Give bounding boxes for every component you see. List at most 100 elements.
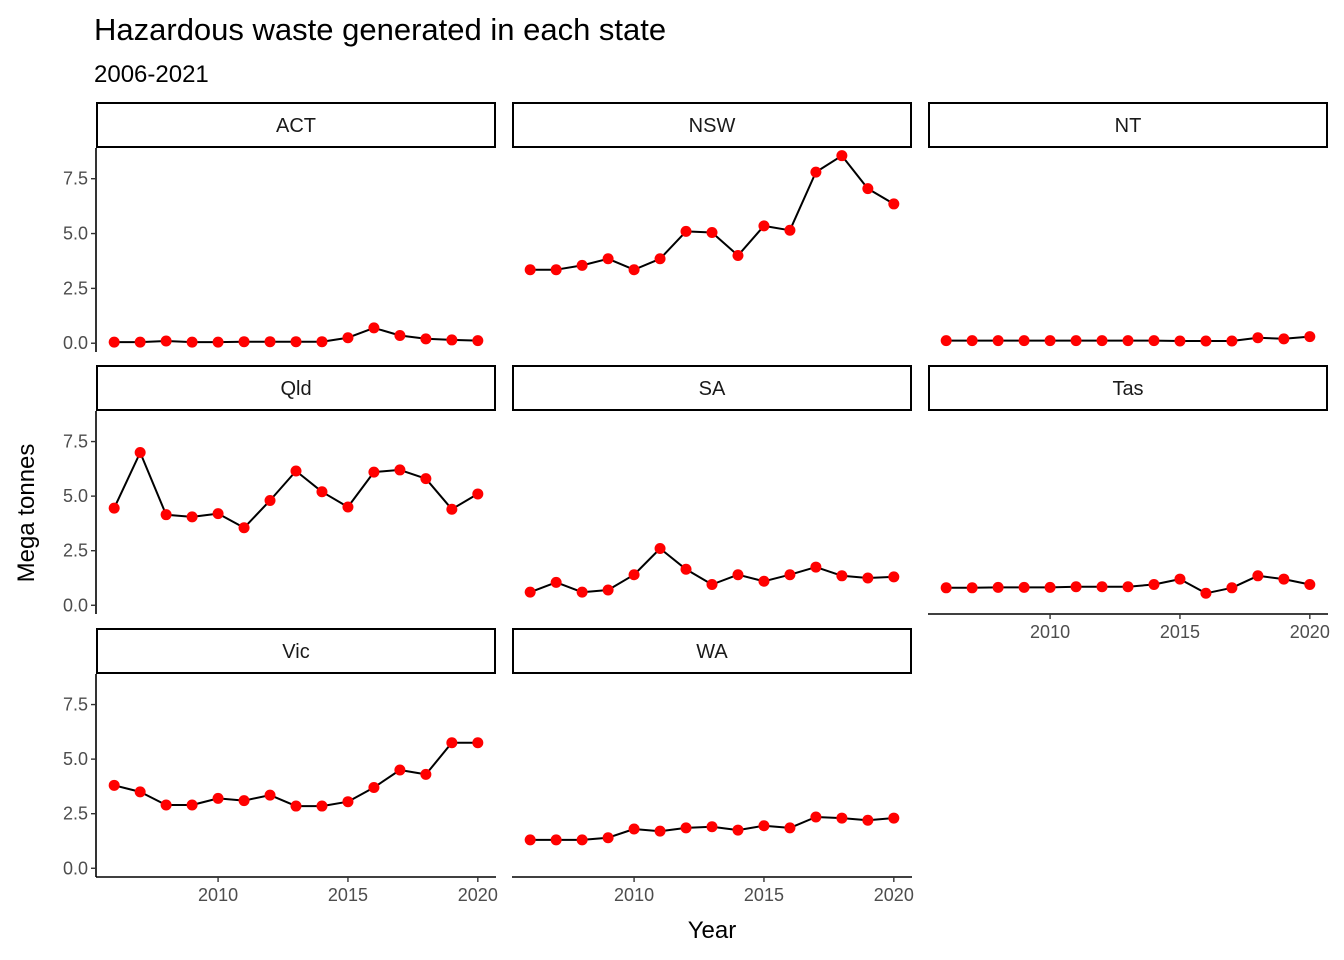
facet-strip xyxy=(512,628,912,674)
data-point xyxy=(758,220,770,232)
data-point xyxy=(706,579,718,591)
data-point xyxy=(472,335,484,347)
data-point xyxy=(888,571,900,583)
data-point xyxy=(238,795,250,807)
data-point xyxy=(524,834,536,846)
data-point xyxy=(576,259,588,271)
data-point xyxy=(862,183,874,195)
data-point xyxy=(1252,570,1264,582)
data-point xyxy=(134,786,146,798)
data-point xyxy=(342,796,354,808)
data-point xyxy=(550,576,562,588)
data-point xyxy=(160,509,172,521)
y-tick-label: 0.0 xyxy=(63,595,88,615)
facet-panels: ACT 0.0 2.5 5.0 7.5 NSW NT Qld 0.0 2.5 5.0 7.5 SA Tas… xyxy=(63,102,1330,905)
facet-strip-label: WA xyxy=(696,641,728,663)
data-point xyxy=(784,224,796,236)
data-point xyxy=(628,569,640,581)
data-point xyxy=(940,582,952,594)
data-point xyxy=(1070,581,1082,593)
data-point xyxy=(836,570,848,582)
data-point xyxy=(186,336,198,348)
data-point xyxy=(836,150,848,162)
data-point xyxy=(1304,579,1316,591)
facet-nt: NT xyxy=(928,102,1328,347)
x-axis-title: Year xyxy=(688,917,737,944)
facet-strip xyxy=(928,102,1328,148)
data-point xyxy=(524,586,536,598)
data-point xyxy=(290,336,302,348)
data-point xyxy=(550,834,562,846)
data-point xyxy=(966,335,978,347)
data-point xyxy=(264,336,276,348)
x-tick-label: 2020 xyxy=(458,885,498,905)
y-axis-title: Mega tonnes xyxy=(13,444,40,583)
data-point xyxy=(1044,581,1056,593)
data-point xyxy=(316,336,328,348)
data-point xyxy=(342,501,354,513)
y-tick-label: 5.0 xyxy=(63,486,88,506)
data-point xyxy=(368,322,380,334)
x-tick-label: 2020 xyxy=(874,885,914,905)
y-tick-label: 2.5 xyxy=(63,541,88,561)
data-point xyxy=(1252,332,1264,344)
data-point xyxy=(992,581,1004,593)
facet-strip-label: Vic xyxy=(282,641,309,663)
data-point xyxy=(1018,335,1030,347)
facet-strip-label: Qld xyxy=(280,378,311,400)
chart-subtitle: 2006-2021 xyxy=(94,61,209,88)
data-point xyxy=(784,569,796,581)
data-point xyxy=(1018,581,1030,593)
data-point xyxy=(472,488,484,500)
data-point xyxy=(810,561,822,573)
data-point xyxy=(394,330,406,342)
data-point xyxy=(1070,335,1082,347)
data-point xyxy=(758,820,770,832)
data-point xyxy=(706,821,718,833)
facet-strip xyxy=(96,102,496,148)
data-point xyxy=(472,737,484,749)
x-tick-label: 2010 xyxy=(198,885,238,905)
data-point xyxy=(1278,333,1290,345)
data-point xyxy=(160,799,172,811)
data-point xyxy=(1174,573,1186,585)
facet-tas: Tas 2010 2015 2020 xyxy=(928,365,1330,642)
data-point xyxy=(992,335,1004,347)
data-point xyxy=(316,486,328,498)
data-point xyxy=(576,586,588,598)
x-tick-label: 2015 xyxy=(744,885,784,905)
data-point xyxy=(1174,335,1186,347)
facet-strip-label: SA xyxy=(699,378,726,400)
facet-strip xyxy=(96,365,496,411)
data-point xyxy=(862,572,874,584)
facet-sa: SA xyxy=(512,365,912,598)
data-point xyxy=(888,812,900,824)
data-point xyxy=(758,575,770,587)
facet-strip-label: NT xyxy=(1115,115,1142,137)
data-point xyxy=(1148,579,1160,591)
facet-strip xyxy=(512,365,912,411)
data-point xyxy=(654,543,666,555)
data-point xyxy=(836,812,848,824)
data-point xyxy=(1226,335,1238,347)
data-point xyxy=(342,332,354,344)
data-point xyxy=(264,494,276,506)
data-point xyxy=(108,502,120,514)
y-tick-label: 2.5 xyxy=(63,278,88,298)
y-tick-label: 0.0 xyxy=(63,333,88,353)
facet-strip-label: ACT xyxy=(276,115,316,137)
facet-act: ACT 0.0 2.5 5.0 7.5 xyxy=(63,102,496,353)
data-point xyxy=(1096,581,1108,593)
facet-strip-label: Tas xyxy=(1112,378,1143,400)
x-tick-label: 2015 xyxy=(328,885,368,905)
data-point xyxy=(550,264,562,276)
data-point xyxy=(186,799,198,811)
data-point xyxy=(446,334,458,346)
y-tick-label: 5.0 xyxy=(63,224,88,244)
data-point xyxy=(108,336,120,348)
data-point xyxy=(212,792,224,804)
data-point xyxy=(264,789,276,801)
facet-strip xyxy=(96,628,496,674)
data-point xyxy=(810,811,822,823)
data-point xyxy=(732,824,744,836)
